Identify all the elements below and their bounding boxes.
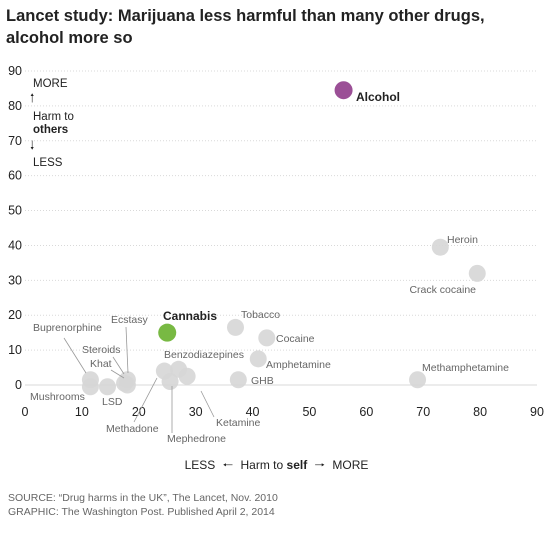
point-label-amphetamine: Amphetamine <box>266 359 331 371</box>
source-note: SOURCE: “Drug harms in the UK”, The Lanc… <box>8 491 278 519</box>
point-label-benzodiazepines: Benzodiazepines <box>164 349 244 361</box>
x-more-text: MORE <box>332 458 369 472</box>
x-less-text: LESS <box>184 458 216 472</box>
point-crack-cocaine <box>468 264 486 282</box>
left-arrow-icon: 🠐 <box>222 458 234 472</box>
point-label-mephedrone: Mephedrone <box>167 433 226 445</box>
point-methadone <box>155 362 173 380</box>
up-arrow-icon: 🠑 <box>30 91 35 105</box>
y-harm-to-text: Harm to <box>33 111 74 123</box>
x-tick-label-30: 30 <box>189 405 203 419</box>
point-heroin <box>431 238 449 256</box>
y-tick-label-20: 20 <box>8 308 22 322</box>
y-tick-label-0: 0 <box>15 378 22 392</box>
x-tick-label-70: 70 <box>416 405 430 419</box>
point-ghb <box>229 371 247 389</box>
point-label-lsd: LSD <box>102 396 123 408</box>
x-self-text: self <box>286 458 308 472</box>
leader-line-ketamine <box>200 390 215 418</box>
point-mushrooms <box>81 378 99 396</box>
point-label-ghb: GHB <box>251 375 274 387</box>
y-tick-label-60: 60 <box>8 169 22 183</box>
x-harm-to-text: Harm to <box>240 458 284 472</box>
point-amphetamine <box>249 350 267 368</box>
source-line: SOURCE: “Drug harms in the UK”, The Lanc… <box>8 492 278 504</box>
point-khat <box>118 376 136 394</box>
point-label-alcohol: Alcohol <box>356 90 400 104</box>
leader-line-steroids <box>112 356 125 375</box>
point-label-methamphetamine: Methamphetamine <box>422 362 509 374</box>
point-label-heroin: Heroin <box>447 234 478 246</box>
y-tick-label-90: 90 <box>8 64 22 78</box>
point-label-cocaine: Cocaine <box>276 333 315 345</box>
y-tick-label-80: 80 <box>8 99 22 113</box>
x-tick-label-50: 50 <box>302 405 316 419</box>
point-label-steroids: Steroids <box>82 344 121 356</box>
y-tick-label-30: 30 <box>8 273 22 287</box>
x-tick-label-80: 80 <box>473 405 487 419</box>
y-others-text: others <box>33 124 69 136</box>
x-tick-label-90: 90 <box>530 405 544 419</box>
leader-line-methadone <box>133 377 158 423</box>
point-ketamine <box>178 367 196 385</box>
point-label-khat: Khat <box>90 358 112 370</box>
point-label-methadone: Methadone <box>106 423 159 435</box>
y-axis-less-label: LESS <box>33 157 62 170</box>
y-axis-harm-label: Harm to others <box>33 111 74 137</box>
point-label-ecstasy: Ecstasy <box>111 314 149 326</box>
point-label-mushrooms: Mushrooms <box>30 391 85 403</box>
x-tick-label-10: 10 <box>75 405 89 419</box>
y-tick-label-10: 10 <box>8 343 22 357</box>
y-tick-label-40: 40 <box>8 238 22 252</box>
leader-line-ecstasy <box>125 326 129 374</box>
x-tick-label-40: 40 <box>246 405 260 419</box>
y-less-text: LESS <box>33 157 63 169</box>
y-axis-more-label: MORE <box>33 78 68 91</box>
right-arrow-icon: 🠒 <box>314 458 326 472</box>
down-arrow-icon: 🠓 <box>30 138 35 152</box>
y-tick-label-70: 70 <box>8 134 22 148</box>
point-label-buprenorphine: Buprenorphine <box>33 322 102 334</box>
leader-line-buprenorphine <box>63 337 87 374</box>
point-label-cannabis: Cannabis <box>163 309 217 323</box>
point-lsd <box>98 378 116 396</box>
x-axis-label: LESS 🠐 Harm to self 🠒 MORE <box>0 456 553 477</box>
x-tick-label-60: 60 <box>359 405 373 419</box>
point-alcohol <box>334 81 353 100</box>
x-tick-label-0: 0 <box>22 405 29 419</box>
graphic-credit-line: GRAPHIC: The Washington Post. Published … <box>8 506 275 518</box>
y-more-text: MORE <box>33 78 68 90</box>
point-cocaine <box>258 329 276 347</box>
point-label-tobacco: Tobacco <box>241 309 280 321</box>
point-methamphetamine <box>409 371 427 389</box>
point-label-ketamine: Ketamine <box>216 417 261 429</box>
leader-line-khat <box>110 369 125 379</box>
point-cannabis <box>158 323 177 342</box>
chart-title: Lancet study: Marijuana less harmful tha… <box>6 7 485 47</box>
point-label-crack-cocaine: Crack cocaine <box>409 284 476 296</box>
point-tobacco <box>226 318 244 336</box>
y-tick-label-50: 50 <box>8 204 22 218</box>
